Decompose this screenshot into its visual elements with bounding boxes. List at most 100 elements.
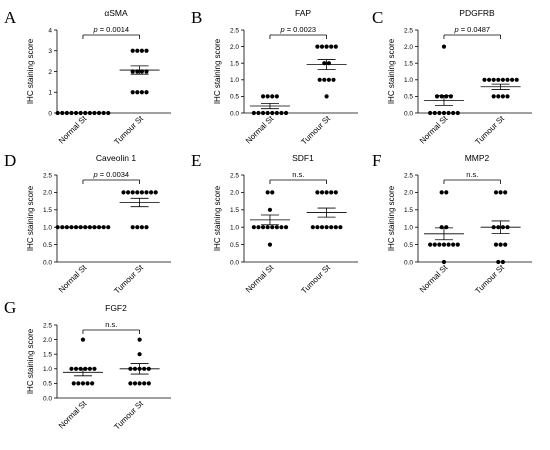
data-point [491,94,496,99]
data-point [338,225,343,230]
data-point [106,225,111,230]
y-tick-label: 0.5 [230,94,239,101]
data-point [487,77,492,82]
category-label: Tumour St [473,263,506,296]
data-point [496,259,501,265]
data-point [498,242,503,247]
data-point [90,381,95,386]
data-point [437,110,442,116]
y-axis-label: IHC staining score [26,38,35,104]
data-point [265,225,270,230]
y-tick-label: 2.0 [230,44,239,51]
chart-title: FAP [295,8,311,18]
data-point [496,94,501,99]
significance-label: p = 0.0014 [92,25,129,34]
data-point [130,225,135,230]
significance-label: p = 0.0023 [279,25,316,34]
chart-title: FGF2 [105,303,127,313]
data-point [315,44,320,49]
data-point [491,77,496,82]
data-point [137,381,142,386]
y-tick-label: 0.5 [43,381,52,388]
data-point [441,259,447,265]
y-tick-label: 1.5 [404,207,413,214]
y-tick-label: 2.0 [230,190,239,197]
data-point [274,225,279,230]
panel-letter: B [191,8,202,27]
y-tick-label: 1.5 [43,207,52,214]
panel-f: F MMP2 0.0 0.5 1.0 1.5 2.0 2.5 IHC staining scor… [372,151,532,296]
data-point [142,381,147,386]
data-point [324,190,329,195]
data-point [493,190,499,195]
data-point [149,190,154,195]
chart-title: SDF1 [292,153,314,163]
significance-label: n.s. [466,170,478,179]
y-axis-label: IHC staining score [213,185,222,251]
data-point [279,225,284,230]
data-point [322,77,327,82]
data-point [315,190,320,195]
panel-d: D Caveolin 1 0.0 0.5 1.0 1.5 2.0 2.5 IHC stainin… [4,151,171,296]
data-point [144,48,149,53]
data-point [128,381,133,386]
data-point [455,242,460,247]
category-label: Normal St [418,114,450,146]
data-point [333,44,338,49]
data-point [265,110,270,116]
data-point [101,225,106,230]
data-point [331,77,336,82]
data-point [317,77,322,82]
data-point [500,77,505,82]
data-point [441,242,447,247]
category-label: Tumour St [112,263,145,296]
data-point [137,337,142,342]
data-point [135,90,140,95]
y-tick-label: 0.0 [404,259,413,266]
data-point [85,381,90,386]
data-point [144,69,149,74]
y-tick-label: 2.0 [404,44,413,51]
y-tick-label: 2 [48,69,52,76]
data-point [283,110,289,116]
y-tick-label: 2.0 [43,190,52,197]
category-label: Tumour St [473,114,506,147]
data-point [267,207,273,212]
data-point [267,242,273,247]
data-point [126,190,131,195]
y-tick-label: 1.5 [404,61,413,68]
data-point [446,242,451,247]
y-tick-label: 1.0 [43,225,52,232]
chart-title: αSMA [104,8,128,18]
data-point [139,90,144,95]
data-point [326,77,331,82]
data-point [329,225,334,230]
panel-letter: A [4,8,17,27]
y-axis-label: IHC staining score [387,185,396,251]
data-point [135,48,140,53]
data-point [80,337,86,342]
y-tick-label: 0 [48,110,52,117]
data-point [432,242,437,247]
chart-title: MMP2 [465,153,490,163]
data-point [310,225,315,230]
y-tick-label: 2.5 [230,27,239,34]
data-point [256,110,261,116]
data-point [130,48,135,53]
data-point [439,94,444,99]
panel-e: E SDF1 0.0 0.5 1.0 1.5 2.0 2.5 IHC staining scor… [191,151,358,296]
data-point [60,225,65,230]
data-point [135,190,140,195]
data-point [251,110,256,116]
data-point [274,110,279,116]
data-point [315,225,320,230]
category-label: Tumour St [112,114,145,147]
data-point [139,225,144,230]
data-point [428,110,433,116]
data-point [60,110,65,116]
data-point [324,225,329,230]
data-point [451,242,456,247]
y-tick-label: 1.5 [230,61,239,68]
data-point [319,190,325,195]
